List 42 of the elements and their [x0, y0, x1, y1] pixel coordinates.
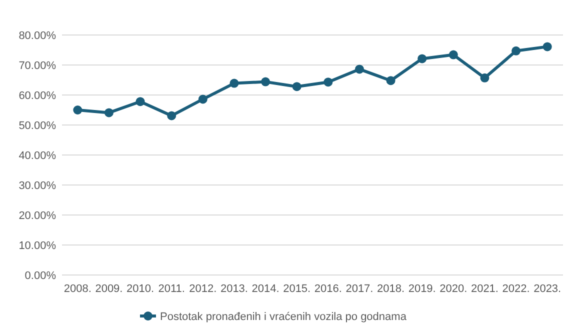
- point: [448, 50, 458, 60]
- x-tick-label: 2014.: [252, 283, 280, 295]
- y-tick-label: 20.00%: [18, 210, 56, 222]
- point: [167, 111, 176, 120]
- y-tick-label: 60.00%: [18, 90, 56, 102]
- point: [542, 42, 552, 52]
- x-tick-label: 2022.: [502, 283, 530, 295]
- y-tick-label: 50.00%: [18, 120, 56, 132]
- legend-label: Postotak pronađenih i vraćenih vozila po godnama: [160, 310, 408, 323]
- x-tick-label: 2023.: [534, 283, 562, 295]
- point: [324, 78, 333, 87]
- x-tick-label: 2010.: [126, 283, 154, 295]
- x-tick-label: 2018.: [377, 283, 405, 295]
- x-tick-label: 2015.: [283, 283, 311, 295]
- point: [230, 78, 239, 88]
- point: [136, 97, 145, 106]
- x-tick-label: 2019.: [408, 283, 436, 295]
- point: [418, 54, 427, 64]
- y-tick-label: 10.00%: [18, 240, 56, 252]
- x-tick-label: 2008.: [64, 283, 92, 295]
- x-tick-label: 2009.: [95, 283, 123, 295]
- point: [512, 46, 521, 56]
- point: [386, 76, 396, 86]
- y-tick-label: 70.00%: [18, 60, 56, 72]
- x-tick-label: 2012.: [189, 283, 217, 295]
- point: [198, 94, 208, 104]
- y-tick-label: 30.00%: [18, 180, 56, 192]
- point: [354, 64, 364, 74]
- point: [73, 106, 82, 114]
- y-tick-label: 80.00%: [18, 30, 56, 42]
- point: [104, 108, 114, 118]
- point: [261, 77, 270, 86]
- y-tick-label: 0.00%: [24, 270, 56, 282]
- x-tick-label: 2011.: [158, 283, 185, 295]
- x-tick-label: 2017.: [346, 283, 374, 295]
- x-tick-label: 2013.: [220, 283, 248, 295]
- x-tick-label: 2020.: [440, 283, 468, 295]
- x-tick-label: 2021.: [470, 283, 498, 295]
- point: [292, 82, 302, 92]
- point: [480, 73, 490, 82]
- x-tick-label: 2016.: [314, 283, 342, 295]
- y-tick-label: 40.00%: [18, 150, 56, 162]
